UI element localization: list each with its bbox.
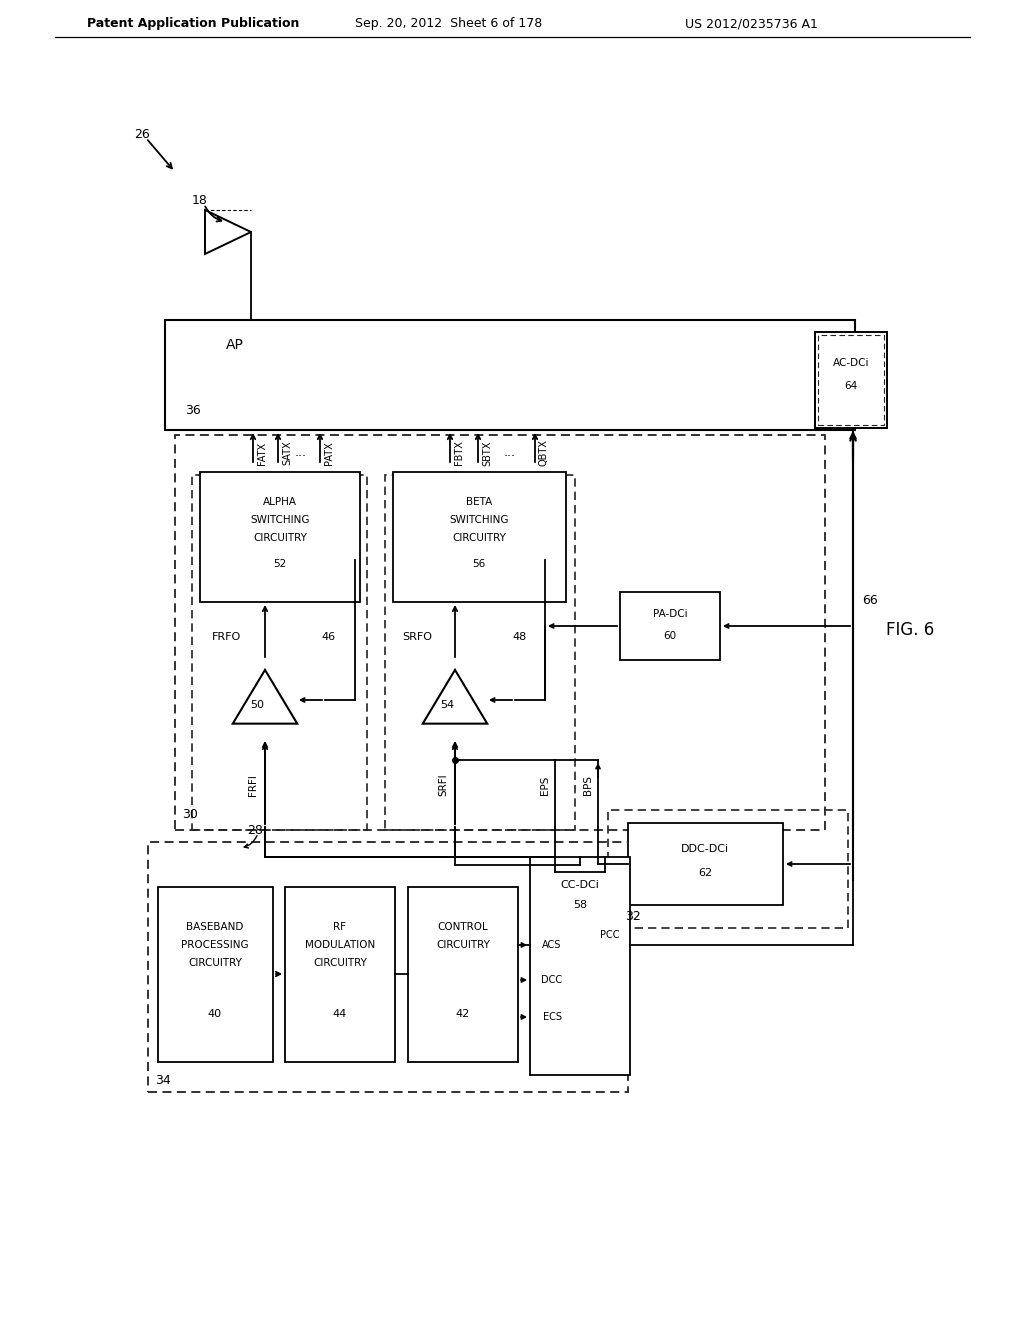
Bar	[620, 591, 720, 660]
Text: CIRCUITRY: CIRCUITRY	[313, 958, 367, 968]
Text: FRFO: FRFO	[212, 632, 242, 642]
Bar	[815, 333, 887, 428]
Text: RF: RF	[334, 921, 346, 932]
Text: 34: 34	[155, 1073, 171, 1086]
Bar	[158, 887, 273, 1063]
Text: SRFI: SRFI	[438, 774, 449, 796]
Text: 18: 18	[193, 194, 208, 206]
Text: ...: ...	[295, 446, 307, 458]
Bar	[818, 335, 884, 425]
Text: SBTX: SBTX	[482, 441, 492, 466]
Text: 48: 48	[513, 632, 527, 642]
Text: 40: 40	[208, 1008, 222, 1019]
Text: 32: 32	[625, 909, 641, 923]
Text: 52: 52	[273, 558, 287, 569]
Text: SATX: SATX	[282, 441, 292, 466]
Text: CIRCUITRY: CIRCUITRY	[253, 533, 307, 543]
Text: 46: 46	[321, 632, 335, 642]
Text: FBTX: FBTX	[454, 441, 464, 466]
Text: CIRCUITRY: CIRCUITRY	[188, 958, 242, 968]
Text: AC-DCi: AC-DCi	[833, 358, 869, 368]
Text: CIRCUITRY: CIRCUITRY	[436, 940, 489, 950]
Text: 30: 30	[182, 808, 198, 821]
Text: DCC: DCC	[542, 975, 562, 985]
Bar	[385, 475, 575, 830]
Text: 42: 42	[456, 1008, 470, 1019]
Text: BASEBAND: BASEBAND	[186, 921, 244, 932]
Text: 66: 66	[862, 594, 878, 606]
Text: 26: 26	[134, 128, 150, 141]
Text: 58: 58	[573, 900, 587, 909]
Text: QBTX: QBTX	[539, 440, 549, 466]
Text: CIRCUITRY: CIRCUITRY	[452, 533, 506, 543]
Bar	[200, 473, 360, 602]
Bar	[608, 810, 848, 928]
Bar	[193, 475, 367, 830]
Text: 56: 56	[472, 558, 485, 569]
Bar	[408, 887, 518, 1063]
Text: 50: 50	[250, 700, 264, 710]
Text: Patent Application Publication: Patent Application Publication	[87, 17, 299, 30]
Bar	[285, 887, 395, 1063]
Text: 62: 62	[698, 869, 712, 878]
Text: SRFO: SRFO	[402, 632, 432, 642]
Bar	[148, 842, 628, 1092]
Text: FATX: FATX	[257, 441, 267, 465]
Text: 60: 60	[664, 631, 677, 642]
Text: 36: 36	[185, 404, 201, 417]
Text: ALPHA: ALPHA	[263, 498, 297, 507]
Text: BPS: BPS	[583, 775, 593, 795]
Text: SWITCHING: SWITCHING	[250, 515, 309, 525]
Text: SWITCHING: SWITCHING	[450, 515, 509, 525]
Text: CONTROL: CONTROL	[437, 921, 488, 932]
Text: ACS: ACS	[543, 940, 562, 950]
Text: CC-DCi: CC-DCi	[560, 880, 599, 890]
Text: FIG. 6: FIG. 6	[886, 620, 934, 639]
Bar	[628, 822, 783, 906]
Text: AP: AP	[226, 338, 244, 352]
Text: 54: 54	[440, 700, 454, 710]
Text: PA-DCi: PA-DCi	[652, 609, 687, 619]
Text: EPS: EPS	[540, 775, 550, 795]
Text: PATX: PATX	[324, 441, 334, 465]
Text: 28: 28	[247, 824, 263, 837]
Text: PROCESSING: PROCESSING	[181, 940, 249, 950]
Text: 64: 64	[845, 381, 858, 391]
Bar	[175, 436, 825, 830]
Text: MODULATION: MODULATION	[305, 940, 375, 950]
Bar	[393, 473, 566, 602]
Bar	[165, 319, 855, 430]
Text: BETA: BETA	[466, 498, 493, 507]
Text: ...: ...	[504, 446, 516, 458]
Text: US 2012/0235736 A1: US 2012/0235736 A1	[685, 17, 818, 30]
Text: DDC-DCi: DDC-DCi	[681, 843, 729, 854]
Text: FRFI: FRFI	[248, 774, 258, 796]
Text: PCC: PCC	[600, 931, 620, 940]
Text: 44: 44	[333, 1008, 347, 1019]
Text: Sep. 20, 2012  Sheet 6 of 178: Sep. 20, 2012 Sheet 6 of 178	[355, 17, 543, 30]
Text: ECS: ECS	[543, 1012, 561, 1022]
Bar	[530, 857, 630, 1074]
